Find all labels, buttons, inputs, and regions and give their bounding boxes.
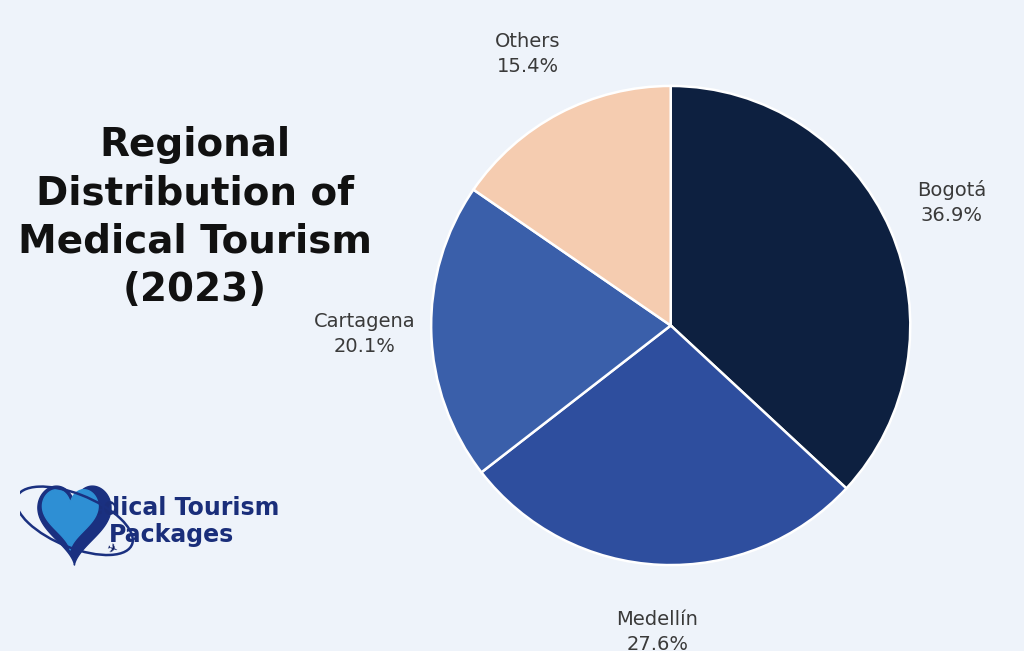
- Wedge shape: [481, 326, 847, 565]
- Wedge shape: [431, 189, 671, 473]
- Text: Medellín
27.6%: Medellín 27.6%: [616, 610, 698, 651]
- Text: ✈: ✈: [104, 542, 118, 558]
- Wedge shape: [671, 86, 910, 488]
- Text: Packages: Packages: [110, 523, 234, 547]
- Polygon shape: [38, 486, 111, 565]
- Text: Regional
Distribution of
Medical Tourism
(2023): Regional Distribution of Medical Tourism…: [17, 126, 372, 309]
- Polygon shape: [42, 490, 98, 550]
- Text: Medical Tourism: Medical Tourism: [65, 496, 280, 520]
- Wedge shape: [473, 86, 671, 326]
- Text: Bogotá
36.9%: Bogotá 36.9%: [918, 180, 986, 225]
- Text: Others
15.4%: Others 15.4%: [496, 32, 561, 76]
- Text: Cartagena
20.1%: Cartagena 20.1%: [313, 312, 415, 356]
